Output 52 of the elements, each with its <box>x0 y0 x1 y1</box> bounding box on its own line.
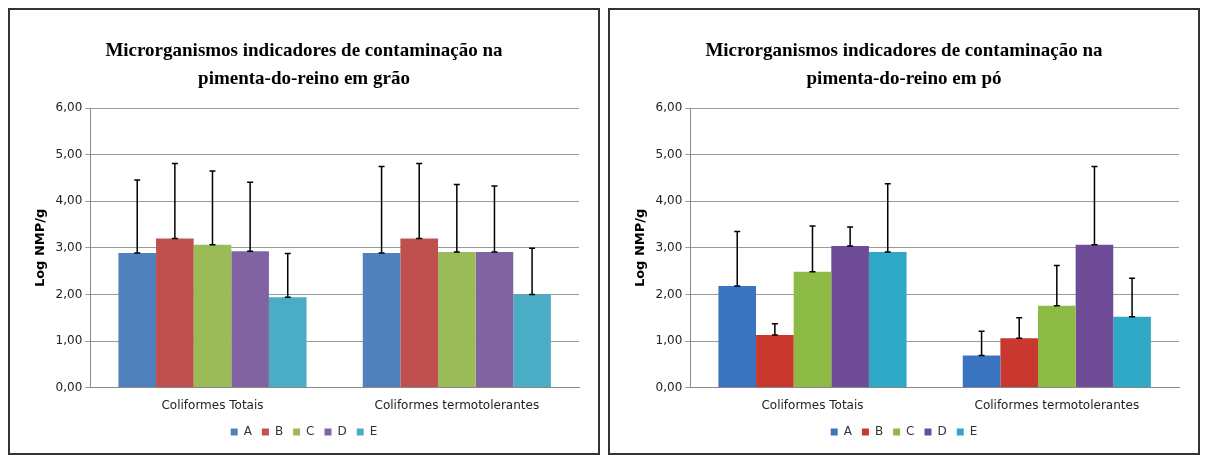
bar <box>756 334 794 388</box>
legend-label: B <box>274 424 284 439</box>
legend-label: C <box>306 424 315 439</box>
y-axis-title: Log NMP/g <box>632 208 648 288</box>
x-tick-label: Coliformes Totais <box>761 397 864 412</box>
bar <box>438 252 476 388</box>
y-tick-label: 3,00 <box>655 240 683 255</box>
bar <box>156 238 194 388</box>
y-tick-label: 0,00 <box>55 379 83 394</box>
legend-label: D <box>937 424 947 439</box>
y-tick-label: 1,00 <box>55 333 83 348</box>
bar <box>962 355 1001 388</box>
y-tick-label: 1,00 <box>655 333 683 348</box>
y-tick-label: 6,00 <box>55 100 83 115</box>
bar <box>831 246 869 388</box>
y-tick-label: 5,00 <box>55 146 83 161</box>
bar <box>118 253 157 388</box>
legend-label: C <box>906 424 915 439</box>
bar <box>362 253 401 388</box>
y-tick-label: 4,00 <box>655 193 683 208</box>
x-tick-label: Coliformes termotolerantes <box>974 397 1140 412</box>
y-axis-title: Log NMP/g <box>32 208 48 288</box>
y-tick-label: 3,00 <box>55 240 83 255</box>
legend-label: E <box>969 424 978 439</box>
x-tick-label: Coliformes termotolerantes <box>374 397 540 412</box>
y-tick-label: 5,00 <box>655 146 683 161</box>
legend-label: E <box>369 424 378 439</box>
bar <box>400 238 439 388</box>
bar <box>1000 338 1039 388</box>
x-tick-label: Coliformes Totais <box>161 397 264 412</box>
y-tick-label: 2,00 <box>655 286 683 301</box>
y-tick-label: 0,00 <box>655 379 683 394</box>
bar <box>475 252 514 388</box>
y-tick-label: 6,00 <box>655 100 683 115</box>
legend-label: D <box>337 424 347 439</box>
y-tick-label: 2,00 <box>55 286 83 301</box>
bar <box>513 294 551 388</box>
bar <box>868 252 907 388</box>
bar <box>231 251 269 388</box>
bar <box>268 297 307 388</box>
legend-label: A <box>243 424 253 439</box>
bar <box>793 271 832 388</box>
bar <box>1075 244 1114 388</box>
bar <box>193 244 232 388</box>
chart-title: Microrganismos indicadores de contaminação na pimenta-do-reino em grão <box>104 38 504 90</box>
bar <box>1038 305 1076 388</box>
bar <box>718 286 757 388</box>
legend-label: B <box>874 424 884 439</box>
legend-label: A <box>843 424 853 439</box>
y-tick-label: 4,00 <box>55 193 83 208</box>
bar <box>1113 316 1151 388</box>
chart-title: Microrganismos indicadores de contaminação na pimenta-do-reino em pó <box>704 38 1104 90</box>
